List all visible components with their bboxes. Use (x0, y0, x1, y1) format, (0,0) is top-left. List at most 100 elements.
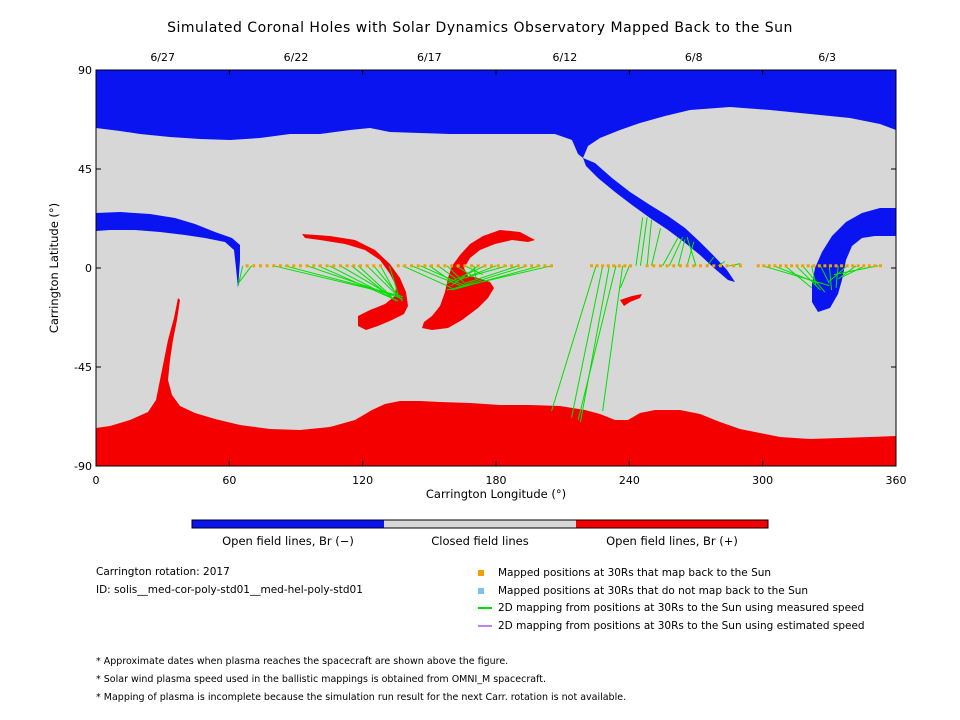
mapped-point (496, 264, 500, 268)
mapping-line (380, 265, 395, 291)
mapping-line (446, 265, 466, 284)
mapping-line (811, 265, 817, 286)
mapped-point (705, 264, 709, 268)
legend-mapped-swatch (478, 570, 484, 576)
colorbar-negative (192, 520, 384, 528)
mapped-point (606, 264, 610, 268)
y-axis: 90 45 0 -45 -90 (74, 64, 896, 473)
carrington-rotation: Carrington rotation: 2017 (96, 566, 230, 578)
mapping-line (651, 228, 661, 266)
mapped-point (510, 264, 514, 268)
mapping-line (388, 265, 399, 295)
mapped-point (258, 264, 262, 268)
colorbar-closed-label: Closed field lines (431, 534, 529, 548)
mapped-point (543, 264, 547, 268)
mapping-line (577, 265, 617, 420)
top-date-axis: 6/27 6/22 6/17 6/12 6/8 6/3 (150, 51, 836, 64)
mapped-point (298, 264, 302, 268)
mapped-point (536, 264, 540, 268)
mapped-point (410, 264, 414, 268)
mapped-point (623, 264, 627, 268)
red-small-coronal-hole (620, 294, 642, 306)
colorbar (191, 519, 769, 529)
blue-tongue-coronal-hole (583, 158, 735, 282)
mapped-point (873, 264, 877, 268)
mapped-point (372, 264, 376, 268)
mapped-point (840, 264, 844, 268)
y-tick-label: -90 (74, 460, 92, 473)
mapped-point (601, 264, 605, 268)
legend-estimated-label: 2D mapping from positions at 30Rs to the… (498, 620, 865, 632)
colorbar-frame (191, 519, 769, 529)
mapping-line (446, 265, 486, 284)
mapped-point (312, 264, 316, 268)
mapping-line (762, 265, 830, 287)
mapped-point (430, 264, 434, 268)
mapping-line (464, 265, 519, 284)
mapped-point (332, 264, 336, 268)
mapped-point (767, 264, 771, 268)
y-axis-label: Carrington Latitude (°) (47, 203, 61, 333)
mapping-line (819, 265, 830, 284)
mapped-point (463, 264, 467, 268)
mapping-line (579, 265, 610, 423)
mapped-point (450, 264, 454, 268)
mapping-line (451, 265, 479, 287)
north-polar-coronal-hole (96, 70, 896, 158)
mapped-point (550, 264, 554, 268)
mapped-point (851, 264, 855, 268)
mapped-point (403, 264, 407, 268)
mapped-point (325, 264, 329, 268)
mapping-line (571, 265, 604, 418)
mapped-point (762, 264, 766, 268)
mapped-point (672, 264, 676, 268)
mapped-point (845, 264, 849, 268)
mapped-point (628, 264, 632, 268)
legend-measured-label: 2D mapping from positions at 30Rs to the… (498, 602, 865, 614)
mapping-line (619, 265, 630, 288)
mapped-point (862, 264, 866, 268)
mapped-point (590, 264, 594, 268)
mapping-line (237, 265, 252, 284)
mapped-point (665, 264, 669, 268)
mapping-line (835, 265, 839, 288)
colorbar-negative-label: Open field lines, Br (−) (222, 534, 354, 548)
mapped-point (817, 264, 821, 268)
mapping-line (460, 265, 508, 280)
mapping-lines (237, 217, 879, 423)
mapped-point (305, 264, 309, 268)
mapped-point (812, 264, 816, 268)
mapping-line (551, 265, 597, 412)
mapping-line (795, 265, 821, 291)
mapped-point (658, 264, 662, 268)
mapped-point (778, 264, 782, 268)
mapped-point (795, 264, 799, 268)
mapping-line (284, 265, 403, 298)
mapped-point (358, 264, 362, 268)
run-id: ID: solis__med-cor-poly-std01__med-hel-p… (96, 584, 363, 596)
mapped-point (738, 264, 742, 268)
mapping-line (686, 237, 697, 266)
date-label: 6/12 (553, 51, 578, 64)
mapping-line (668, 236, 684, 267)
note-incomplete: * Mapping of plasma is incomplete becaus… (96, 692, 627, 703)
mapped-point (828, 264, 832, 268)
mapped-point (685, 264, 689, 268)
mapping-line (318, 265, 399, 302)
mapped-point (756, 264, 760, 268)
mapped-point (806, 264, 810, 268)
mapping-line (686, 241, 695, 266)
mapped-point (265, 264, 269, 268)
red-crescent-coronal-hole (302, 234, 408, 330)
red-central-coronal-hole (422, 230, 535, 330)
mapped-point (530, 264, 534, 268)
mapping-line (429, 265, 452, 282)
mapped-point (396, 264, 400, 268)
mapped-point (352, 264, 356, 268)
mapped-point (523, 264, 527, 268)
mapped-point (652, 264, 656, 268)
y-tick-label: 90 (78, 64, 92, 77)
mapped-point (476, 264, 480, 268)
date-label: 6/22 (284, 51, 309, 64)
mapped-point (823, 264, 827, 268)
